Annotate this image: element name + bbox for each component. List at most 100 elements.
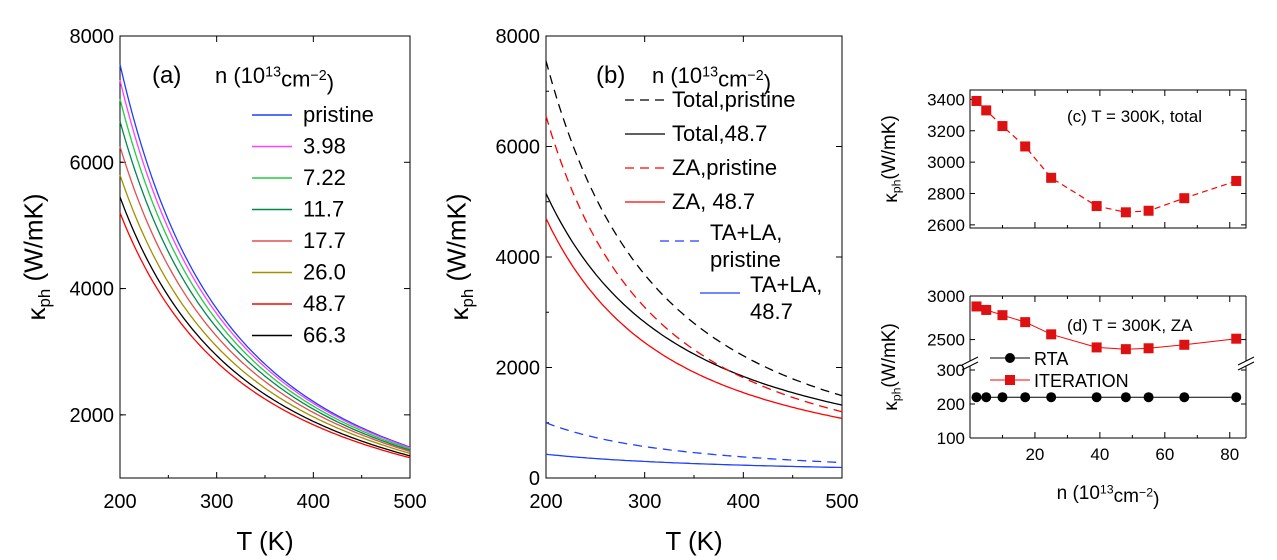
x-tick-label: 200 xyxy=(529,491,562,513)
data-point-square xyxy=(1091,201,1102,212)
series-line-48-7 xyxy=(119,212,411,459)
legend-entry: pristine xyxy=(303,102,374,127)
y-tick-label: 2000 xyxy=(496,358,541,380)
legend-title: n (1013cm−2) xyxy=(652,63,771,95)
legend-entry: ITERATION xyxy=(1034,371,1129,391)
series-line-11-7 xyxy=(119,121,411,451)
data-point-square xyxy=(1091,342,1102,353)
x-tick-label: 300 xyxy=(628,491,661,513)
data-point-circle xyxy=(971,392,982,403)
y-tick-label: 8000 xyxy=(496,26,541,48)
y-axis-label: κph(W/mK) xyxy=(879,115,904,203)
y-axis-label: κph(W/mK) xyxy=(879,323,904,411)
data-point-square xyxy=(971,301,982,312)
series-line-3-98 xyxy=(119,80,411,449)
axis-break-mark xyxy=(961,356,979,366)
y-tick-label: 3200 xyxy=(927,122,965,141)
panel-c-frame xyxy=(969,89,1247,229)
legend-entry: 3.98 xyxy=(303,134,346,159)
data-point-square xyxy=(981,304,992,315)
axis-break-mark xyxy=(1237,356,1255,366)
legend-entry: Total,pristine xyxy=(672,87,796,112)
legend-entry: 66.3 xyxy=(303,323,346,348)
data-point-square xyxy=(1231,175,1242,186)
legend-entry: 48.7 xyxy=(750,299,793,324)
x-tick-label: 400 xyxy=(727,491,760,513)
data-point-circle xyxy=(1120,392,1131,403)
x-tick-label: 60 xyxy=(1155,445,1174,464)
data-point-square xyxy=(1120,344,1131,355)
series-line-66-3 xyxy=(119,196,411,457)
y-tick-label: 4000 xyxy=(496,247,541,269)
legend-marker-circle xyxy=(1005,353,1015,363)
x-axis-label: n (1013cm−2) xyxy=(1057,482,1160,510)
y-tick-label: 6000 xyxy=(70,152,115,174)
legend-marker-square xyxy=(1005,375,1015,385)
data-point-circle xyxy=(1091,392,1102,403)
data-point-circle xyxy=(1020,392,1031,403)
y-axis-label: κph (W/mK) xyxy=(441,193,477,320)
data-point-square xyxy=(997,121,1008,132)
panel-label: (b) xyxy=(596,62,625,89)
data-point-square xyxy=(1046,329,1057,340)
data-point-square xyxy=(1120,207,1131,218)
y-tick-label: 3000 xyxy=(927,153,965,172)
y-tick-label: 3400 xyxy=(927,90,965,109)
data-point-square xyxy=(997,310,1008,321)
y-tick-label: 200 xyxy=(937,395,965,414)
y-tick-label: 6000 xyxy=(496,137,541,159)
series-line-ta-la-48-7 xyxy=(545,453,843,469)
data-point-circle xyxy=(1046,392,1057,403)
axis-break-mark xyxy=(1237,361,1255,371)
series-line-7-22 xyxy=(119,98,411,450)
x-tick-label: 200 xyxy=(103,491,136,513)
series-line-17-7 xyxy=(119,146,411,453)
series-line-total-48-7 xyxy=(545,193,843,406)
panel-label: (c) T = 300K, total xyxy=(1067,107,1202,126)
series-line-total xyxy=(976,100,1237,213)
legend-entry: ZA, 48.7 xyxy=(672,189,755,214)
data-point-circle xyxy=(981,392,992,403)
data-point-square xyxy=(1231,333,1242,344)
x-tick-label: 300 xyxy=(200,491,233,513)
series-line-pristine xyxy=(119,64,411,448)
legend-entry: TA+LA, xyxy=(750,272,822,297)
y-tick-label: 2000 xyxy=(70,405,115,427)
y-tick-label: 0 xyxy=(529,468,540,490)
data-point-circle xyxy=(1143,392,1154,403)
legend-title: n (1013cm−2) xyxy=(215,63,334,95)
data-point-square xyxy=(1143,343,1154,354)
y-tick-label: 4000 xyxy=(70,279,115,301)
data-point-square xyxy=(1179,339,1190,350)
x-tick-label: 400 xyxy=(297,491,330,513)
legend-entry: 17.7 xyxy=(303,228,346,253)
data-point-square xyxy=(1020,317,1031,328)
legend-entry: pristine xyxy=(710,247,781,272)
series-line-ta-la-pristine xyxy=(545,422,843,464)
y-axis-label: κph (W/mK) xyxy=(18,193,54,320)
y-tick-label: 3000 xyxy=(927,287,965,306)
y-tick-label: 2600 xyxy=(927,216,965,235)
legend-entry: 11.7 xyxy=(303,197,344,222)
series-line-za-48-7 xyxy=(545,218,843,419)
data-point-square xyxy=(1179,193,1190,204)
data-point-square xyxy=(1143,205,1154,216)
legend-entry: 48.7 xyxy=(303,291,346,316)
y-tick-label: 300 xyxy=(937,361,965,380)
panel-label: (d) T = 300K, ZA xyxy=(1067,316,1193,335)
x-tick-label: 500 xyxy=(825,491,858,513)
legend-entry: Total,48.7 xyxy=(672,121,767,146)
series-line-total-pristine xyxy=(545,60,843,397)
panel-label: (a) xyxy=(152,62,181,89)
data-point-circle xyxy=(1231,392,1242,403)
x-axis-label: T (K) xyxy=(236,526,293,556)
y-tick-label: 100 xyxy=(937,429,965,448)
x-tick-label: 500 xyxy=(393,491,426,513)
series-line-iteration xyxy=(976,306,1237,350)
y-tick-label: 2800 xyxy=(927,185,965,204)
series-line-26-0 xyxy=(119,174,411,455)
legend-entry: RTA xyxy=(1034,349,1068,369)
axis-break-mark xyxy=(961,361,979,371)
legend-entry: TA+LA, xyxy=(710,220,782,245)
